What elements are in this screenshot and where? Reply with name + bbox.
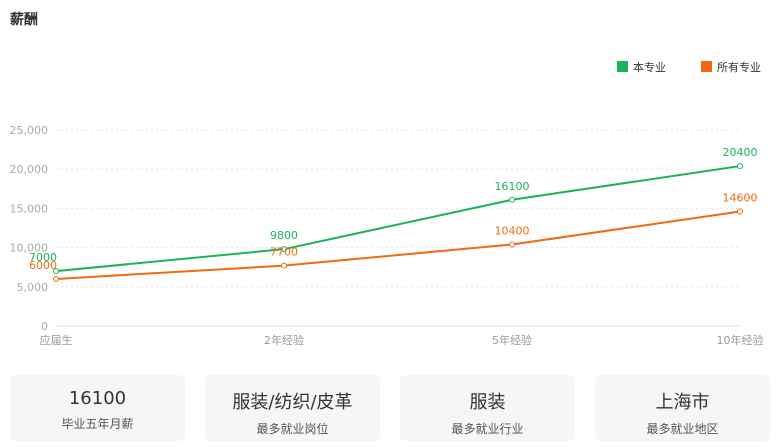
data-label: 7700 [270, 246, 298, 259]
x-tick-label: 2年经验 [264, 333, 304, 347]
data-label: 6000 [29, 259, 57, 272]
legend-swatch [617, 61, 628, 72]
x-tick-label: 5年经验 [492, 333, 532, 347]
data-label: 14600 [723, 192, 758, 205]
y-tick-label: 0 [41, 320, 48, 333]
series-line [55, 165, 741, 273]
data-label: 7000 [29, 251, 57, 264]
data-point [737, 208, 743, 215]
data-label: 9800 [270, 229, 298, 242]
summary-cards: 16100 毕业五年月薪 服装/纺织/皮革 最多就业岗位 服装 最多就业行业 上… [10, 375, 770, 441]
data-point [509, 196, 515, 203]
card-value: 上海市 [655, 392, 710, 413]
data-label: 20400 [723, 146, 758, 159]
data-point [281, 262, 287, 269]
data-point [509, 241, 515, 248]
series-line [55, 210, 741, 280]
legend-swatch [701, 61, 712, 72]
salary-line-chart: 0 5,000 10,000 15,000 20,000 25,000 应届生 2年经验 5年经… [10, 60, 764, 347]
data-point [53, 275, 59, 282]
page-title: 薪酬 [10, 12, 38, 28]
y-tick-label: 5,000 [17, 281, 49, 294]
card-label: 毕业五年月薪 [61, 417, 134, 431]
card-value: 16100 [68, 388, 127, 409]
y-tick-label: 25,000 [10, 124, 49, 137]
data-point [737, 163, 743, 170]
card-value: 服装 [469, 392, 506, 413]
data-label: 10400 [495, 224, 530, 237]
card-position: 服装/纺织/皮革 最多就业岗位 [205, 375, 380, 441]
y-tick-label: 20,000 [10, 163, 49, 176]
card-salary: 16100 毕业五年月薪 [10, 375, 185, 441]
x-tick-label: 应届生 [40, 333, 73, 347]
data-point [281, 246, 287, 253]
y-tick-label: 15,000 [10, 202, 49, 215]
data-label: 16100 [495, 180, 530, 193]
data-point [53, 268, 59, 275]
card-industry: 服装 最多就业行业 [400, 375, 575, 441]
y-tick-label: 10,000 [10, 242, 49, 255]
card-value: 服装/纺织/皮革 [232, 392, 353, 413]
x-tick-label: 10年经验 [717, 333, 764, 347]
card-label: 最多就业行业 [451, 422, 524, 436]
legend-label: 所有专业 [717, 60, 761, 74]
card-region: 上海市 最多就业地区 [595, 375, 770, 441]
card-label: 最多就业地区 [646, 422, 719, 436]
card-label: 最多就业岗位 [256, 422, 329, 436]
legend-label: 本专业 [633, 60, 666, 74]
